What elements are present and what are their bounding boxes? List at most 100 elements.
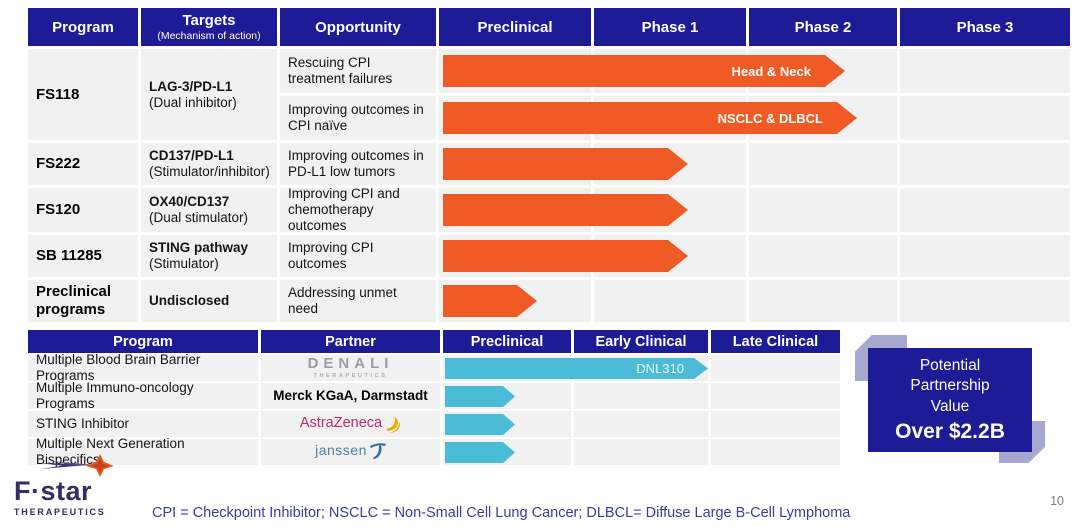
stage-arrow-janssen <box>445 442 515 463</box>
pipeline-header-opportunity: Opportunity <box>280 8 436 46</box>
header-sublabel: (Mechanism of action) <box>157 30 261 42</box>
merck-logo: Merck KGaA, Darmstadt <box>261 383 440 409</box>
stage-cell <box>594 280 746 322</box>
stage-cell <box>900 280 1070 322</box>
target-cell-fs120: OX40/CD137 (Dual stimulator) <box>141 188 277 232</box>
program-name-preclinical: Preclinical programs <box>28 280 138 322</box>
partner-header-late-clinical: Late Clinical <box>711 330 840 353</box>
fstar-wordmark: F·star <box>14 476 93 506</box>
astrazeneca-logo: AstraZeneca <box>261 411 440 437</box>
denali-wordmark: DENALI <box>307 355 394 373</box>
stage-cell <box>900 143 1070 185</box>
pipeline-header-preclinical: Preclinical <box>439 8 591 46</box>
header-label: Phase 1 <box>641 18 699 36</box>
astrazeneca-icon <box>386 416 401 433</box>
stage-cell <box>711 439 840 465</box>
target-mechanism: (Stimulator/inhibitor) <box>149 164 270 179</box>
denali-sub-wordmark: THERAPEUTICS <box>313 373 388 380</box>
stage-arrow-fs118-head-neck: Head & Neck <box>443 55 845 87</box>
header-label: Partner <box>325 333 376 350</box>
janssen-logo: janssen <box>261 439 440 465</box>
fstar-sub-wordmark: THERAPEUTICS <box>14 507 106 517</box>
stage-arrow-preclinical <box>443 285 537 317</box>
partnership-table: Program Partner Preclinical Early Clinic… <box>28 330 840 467</box>
abbreviation-footnote: CPI = Checkpoint Inhibitor; NSCLC = Non-… <box>152 505 851 521</box>
pipeline-header-phase3: Phase 3 <box>900 8 1070 46</box>
header-label: Phase 2 <box>794 18 852 36</box>
program-name-sb11285: SB 11285 <box>28 235 138 277</box>
stage-cell <box>749 235 897 277</box>
target-cell-preclinical: Undisclosed <box>141 280 277 322</box>
partner-program-cell: Multiple Immuno-oncology Programs <box>28 380 258 411</box>
header-label: Phase 3 <box>956 18 1014 36</box>
stage-arrow-astrazeneca <box>445 414 515 435</box>
stage-cell <box>574 383 708 409</box>
program-name-fs120: FS120 <box>28 188 138 232</box>
target-name: CD137/PD-L1 <box>149 148 234 164</box>
stage-cell <box>711 355 840 381</box>
header-label: Preclinical <box>477 18 553 36</box>
value-box-highlight: Over $2.2B <box>895 420 1005 444</box>
opportunity-cell: Improving CPI and chemotherapy outcomes <box>280 186 436 233</box>
stage-arrow-dnl310: DNL310 <box>445 358 708 379</box>
arrow-label: DNL310 <box>636 361 684 376</box>
stage-cell <box>900 188 1070 232</box>
opportunity-cell: Addressing unmet need <box>280 280 436 322</box>
stage-cell <box>574 411 708 437</box>
stage-cell <box>711 383 840 409</box>
stage-arrow-fs118-nsclc-dlbcl: NSCLC & DLBCL <box>443 102 857 134</box>
value-box-text: Value <box>930 398 970 416</box>
stage-arrow-fs222 <box>443 148 688 180</box>
target-name: STING pathway <box>149 240 249 256</box>
opportunity-cell: Improving CPI outcomes <box>280 235 436 277</box>
partner-header-partner: Partner <box>261 330 440 353</box>
partner-program-cell: Multiple Blood Brain Barrier Programs <box>28 352 258 383</box>
pipeline-header-phase2: Phase 2 <box>749 8 897 46</box>
header-label: Early Clinical <box>595 333 687 350</box>
header-label: Program <box>113 333 173 350</box>
target-mechanism: (Dual stimulator) <box>149 210 249 225</box>
target-cell-fs118: LAG-3/PD-L1 (Dual inhibitor) <box>141 49 277 140</box>
target-cell-fs222: CD137/PD-L1 (Stimulator/inhibitor) <box>141 143 277 185</box>
merck-wordmark: Merck KGaA, Darmstadt <box>273 388 428 404</box>
arrow-label: Head & Neck <box>731 63 811 79</box>
janssen-wordmark: janssen <box>315 442 367 458</box>
janssen-swoosh-icon <box>369 443 386 459</box>
fstar-logo: F·star THERAPEUTICS <box>14 452 134 517</box>
partnership-value-box: Potential Partnership Value Over $2.2B <box>853 333 1049 465</box>
pipeline-header-program: Program <box>28 8 138 46</box>
opportunity-cell: Improving outcomes in CPI naïve <box>280 96 436 140</box>
stage-cell <box>749 143 897 185</box>
opportunity-cell: Improving outcomes in PD-L1 low tumors <box>280 143 436 185</box>
fstar-star-icon <box>40 454 114 477</box>
denali-logo: DENALI THERAPEUTICS <box>261 355 440 381</box>
stage-arrow-sb11285 <box>443 240 688 272</box>
partner-header-program: Program <box>28 330 258 353</box>
header-label: Targets <box>182 12 236 29</box>
stage-cell <box>711 411 840 437</box>
header-label: Program <box>52 18 114 36</box>
opportunity-cell: Rescuing CPI treatment failures <box>280 49 436 93</box>
stage-cell <box>749 280 897 322</box>
pipeline-header-targets: Targets (Mechanism of action) <box>141 8 277 46</box>
partner-header-preclinical: Preclinical <box>443 330 571 353</box>
astrazeneca-wordmark: AstraZeneca <box>299 415 383 432</box>
value-box-text: Potential <box>919 356 981 374</box>
target-cell-sb11285: STING pathway (Stimulator) <box>141 235 277 277</box>
target-mechanism: (Stimulator) <box>149 256 219 271</box>
target-mechanism: (Dual inhibitor) <box>149 94 237 110</box>
partner-header-early-clinical: Early Clinical <box>574 330 708 353</box>
program-name-fs118: FS118 <box>28 49 138 140</box>
stage-arrow-fs120 <box>443 194 688 226</box>
header-label: Late Clinical <box>732 333 819 350</box>
pipeline-table: Program Targets (Mechanism of action) Op… <box>28 8 1070 322</box>
stage-cell <box>900 96 1070 140</box>
pipeline-header-phase1: Phase 1 <box>594 8 746 46</box>
value-box-panel: Potential Partnership Value Over $2.2B <box>868 348 1032 452</box>
program-name-fs222: FS222 <box>28 143 138 185</box>
target-name: OX40/CD137 <box>149 194 230 210</box>
stage-arrow-merck <box>445 386 515 407</box>
stage-cell <box>574 439 708 465</box>
target-name: LAG-3/PD-L1 <box>149 78 233 94</box>
